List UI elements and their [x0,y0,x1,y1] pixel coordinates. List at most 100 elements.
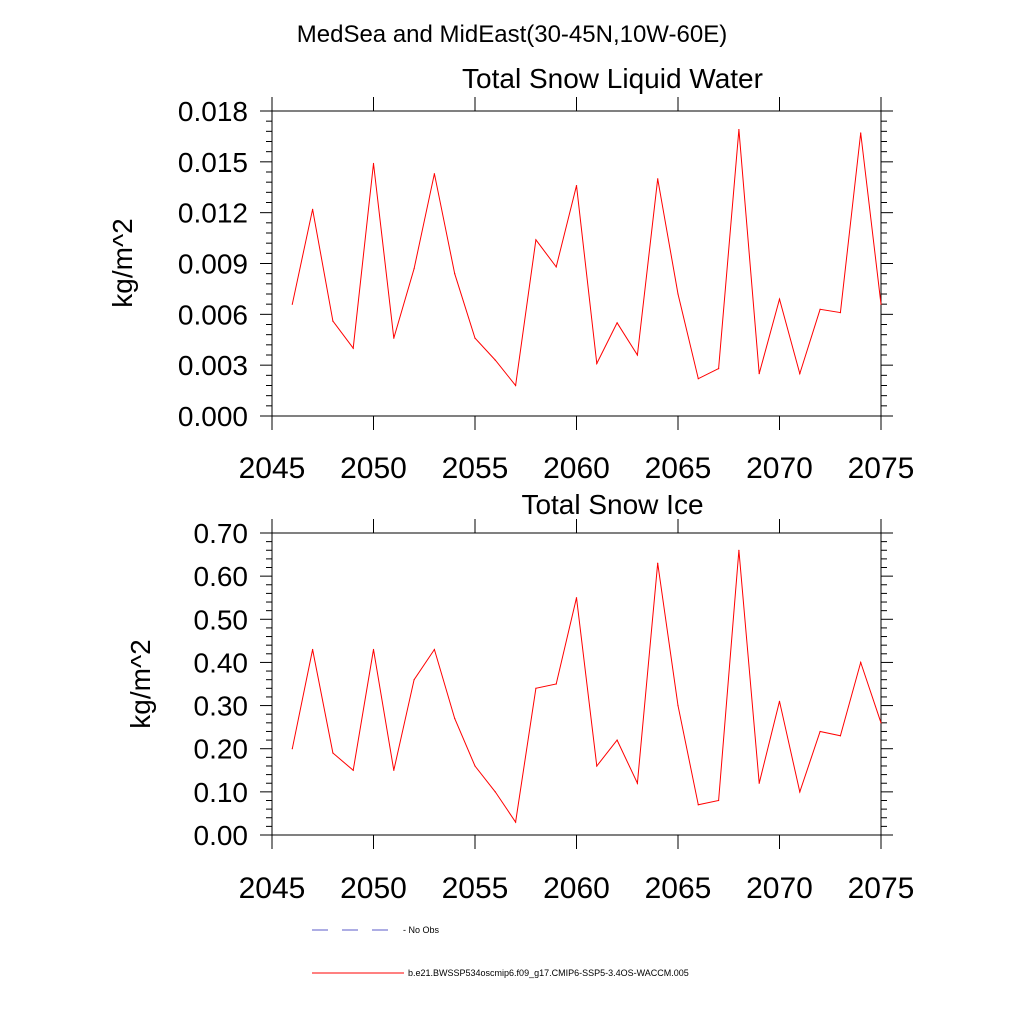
data-point [413,268,415,270]
data-point [860,132,862,134]
y-tick-label: 0.006 [178,299,248,330]
x-tick-label: 2050 [340,452,407,485]
x-tick-label: 2055 [442,452,509,485]
data-point [738,549,740,551]
y-tick-label: 0.012 [178,198,248,229]
data-point [718,368,720,370]
y-tick-label: 0.20 [194,734,249,765]
data-point [657,562,659,564]
data-point [758,373,760,375]
data-point [616,739,618,741]
x-tick-label: 2075 [848,872,915,905]
x-tick-label: 2045 [239,872,306,905]
data-point [393,769,395,771]
data-point [352,347,354,349]
panel-title: Total Snow Ice [521,489,703,520]
data-point [799,373,801,375]
data-point [657,178,659,180]
x-tick-label: 2045 [239,452,306,485]
y-tick-label: 0.003 [178,350,248,381]
x-tick-label: 2065 [645,452,712,485]
panel-title: Total Snow Liquid Water [462,63,763,94]
data-point [697,378,699,380]
x-tick-label: 2060 [543,872,610,905]
data-point [413,679,415,681]
x-tick-label: 2055 [442,872,509,905]
y-tick-label: 0.009 [178,249,248,280]
data-point [515,821,517,823]
data-point [494,359,496,361]
data-point [494,791,496,793]
y-axis-label: kg/m^2 [125,639,156,728]
x-tick-label: 2065 [645,872,712,905]
data-point [575,185,578,187]
y-tick-label: 0.30 [194,691,249,722]
data-point [839,312,842,314]
data-point [778,298,781,300]
y-tick-label: 0.50 [194,604,249,635]
data-point [433,173,435,175]
y-tick-label: 0.40 [194,647,249,678]
data-point [535,687,537,689]
y-tick-label: 0.015 [178,147,248,178]
data-point [352,769,354,771]
series-line [291,129,882,387]
x-tick-label: 2060 [543,452,610,485]
data-point [433,648,435,651]
y-tick-label: 0.70 [194,518,249,549]
y-tick-label: 0.000 [178,401,248,432]
panel-snow-liquid-water: Total Snow Liquid Water 0.000 0.003 0.006 0.… [107,63,914,485]
series-line [291,550,882,824]
legend: - No Obs b.e21.BWSSP534oscmip6.f09_g17.C… [312,925,689,978]
plot-frame [271,532,882,836]
data-point [454,717,456,720]
data-point [515,384,517,387]
y-tick-label: 0.60 [194,561,249,592]
x-tick-label: 2075 [848,452,915,485]
data-point [697,804,699,806]
y-tick-label: 0.00 [194,820,249,851]
data-point [372,162,375,165]
data-point [718,799,720,802]
data-point [636,354,639,356]
legend-label-model: b.e21.BWSSP534oscmip6.f09_g17.CMIP6-SSP5… [408,968,689,978]
data-point [819,730,821,733]
y-tick-label: 0.018 [178,96,248,127]
plot-frame [271,110,882,417]
data-point [677,705,679,707]
data-point [291,748,293,750]
data-point [758,782,760,784]
data-point [372,648,375,651]
data-point [616,322,618,324]
data-point [880,303,882,305]
data-point [454,273,456,275]
data-point [393,337,395,339]
y-axis-label: kg/m^2 [107,218,138,307]
data-point [332,752,334,754]
data-point [778,700,781,702]
data-point [880,722,882,724]
data-point [555,266,557,268]
figure-title: MedSea and MidEast(30-45N,10W-60E) [297,21,727,48]
data-point [839,735,842,737]
data-point [291,303,293,305]
y-tick-label: 0.10 [194,777,249,808]
data-point [596,362,598,365]
x-tick-label: 2070 [746,872,813,905]
data-point [860,661,862,664]
data-point [312,208,314,210]
data-point [474,337,476,339]
x-tick-label: 2050 [340,872,407,905]
data-point [312,648,314,651]
data-point [575,597,578,599]
panel-snow-ice: Total Snow Ice 0.00 0.10 0.20 0.30 0.40 0.50 0.… [125,489,914,905]
data-point [636,782,639,784]
data-point [555,683,557,685]
data-point [677,293,679,295]
data-point [738,129,740,131]
data-point [535,239,537,241]
legend-label-no-obs: - No Obs [403,925,440,935]
data-point [596,765,598,767]
x-tick-label: 2070 [746,452,813,485]
